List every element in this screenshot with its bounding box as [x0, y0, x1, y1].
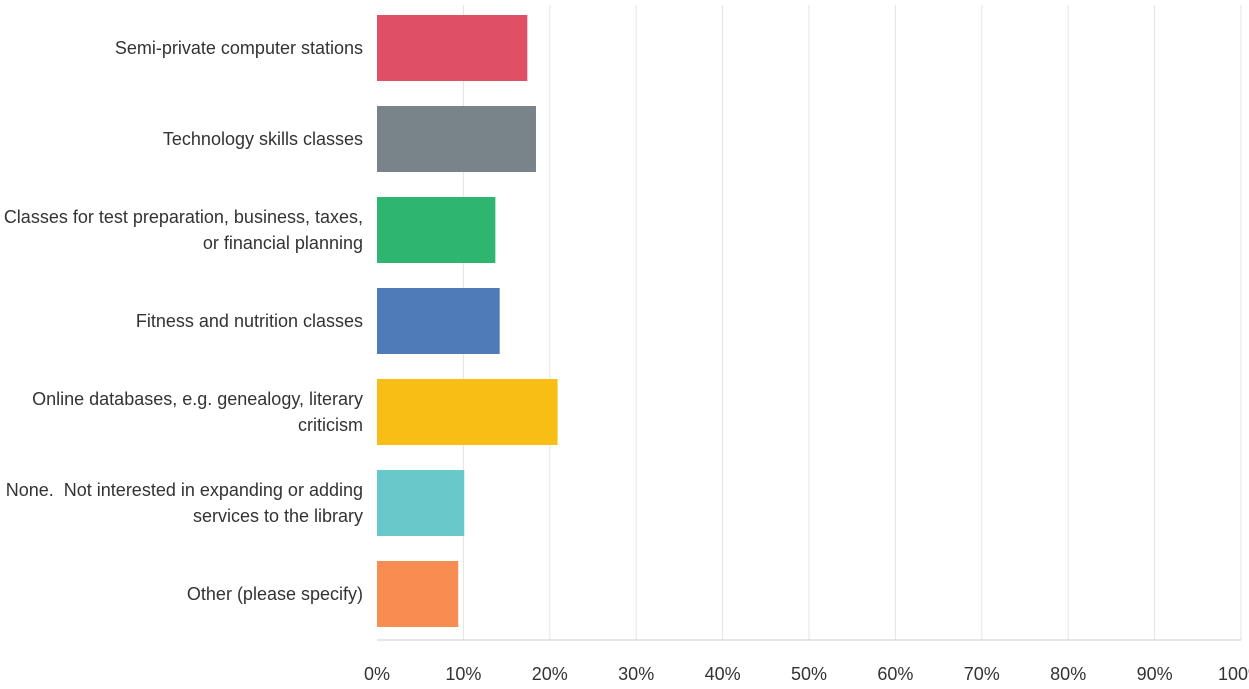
x-tick-label: 90% [1137, 664, 1173, 684]
x-tick-label: 30% [618, 664, 654, 684]
x-tick-label: 100% [1218, 664, 1249, 684]
bar [377, 470, 465, 536]
category-label: Fitness and nutrition classes [135, 311, 363, 331]
category-label: Semi-private computer stations [114, 38, 363, 58]
x-tick-label: 40% [705, 664, 741, 684]
bar [377, 15, 528, 81]
bar [377, 379, 558, 445]
category-label: Online databases, e.g. genealogy, litera… [32, 389, 369, 435]
x-tick-label: 10% [445, 664, 481, 684]
bar [377, 288, 500, 354]
bar [377, 197, 496, 263]
category-label: Classes for test preparation, business, … [3, 207, 369, 253]
bar [377, 561, 459, 627]
bar [377, 106, 536, 172]
x-tick-label: 20% [532, 664, 568, 684]
category-label: None. Not interested in expanding or add… [5, 480, 369, 526]
x-tick-label: 50% [791, 664, 827, 684]
x-tick-label: 70% [964, 664, 1000, 684]
x-tick-label: 80% [1050, 664, 1086, 684]
category-label: Technology skills classes [162, 129, 363, 149]
x-tick-label: 0% [364, 664, 390, 684]
category-label: Other (please specify) [186, 584, 363, 604]
x-tick-label: 60% [877, 664, 913, 684]
